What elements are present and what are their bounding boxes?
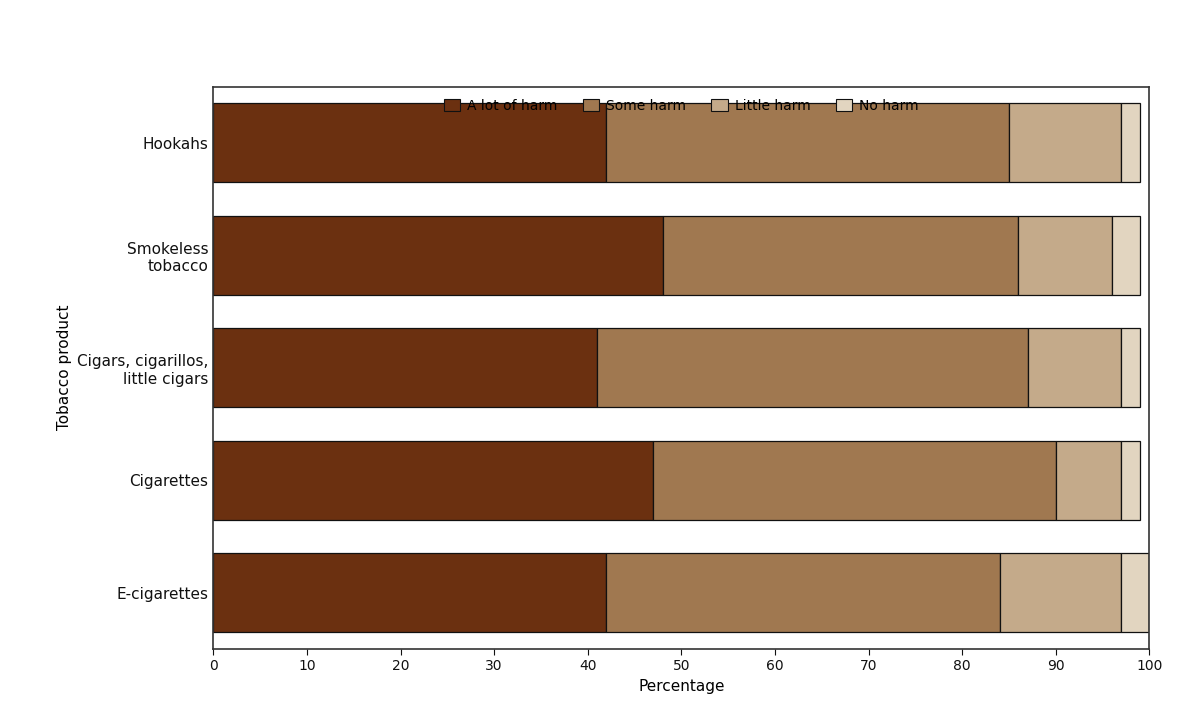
Bar [1121,441,1140,520]
Bar [607,553,1000,632]
Bar [1000,553,1121,632]
Bar [597,328,1027,407]
Legend: A lot of harm, Some harm, Little harm, No harm: A lot of harm, Some harm, Little harm, N… [438,94,924,118]
Y-axis label: Tobacco product: Tobacco product [57,305,71,430]
Bar [1121,103,1140,182]
Bar [1121,328,1140,407]
Bar [213,103,607,182]
Bar [1112,216,1140,295]
Bar [213,441,653,520]
Bar [213,216,662,295]
Bar [653,441,1056,520]
Bar [607,103,1010,182]
Bar [1121,553,1149,632]
X-axis label: Percentage: Percentage [639,679,724,694]
Bar [213,553,607,632]
Bar [1018,216,1112,295]
Bar [662,216,1018,295]
Bar [1010,103,1121,182]
Bar [1056,441,1121,520]
Bar [1027,328,1121,407]
Bar [213,328,597,407]
